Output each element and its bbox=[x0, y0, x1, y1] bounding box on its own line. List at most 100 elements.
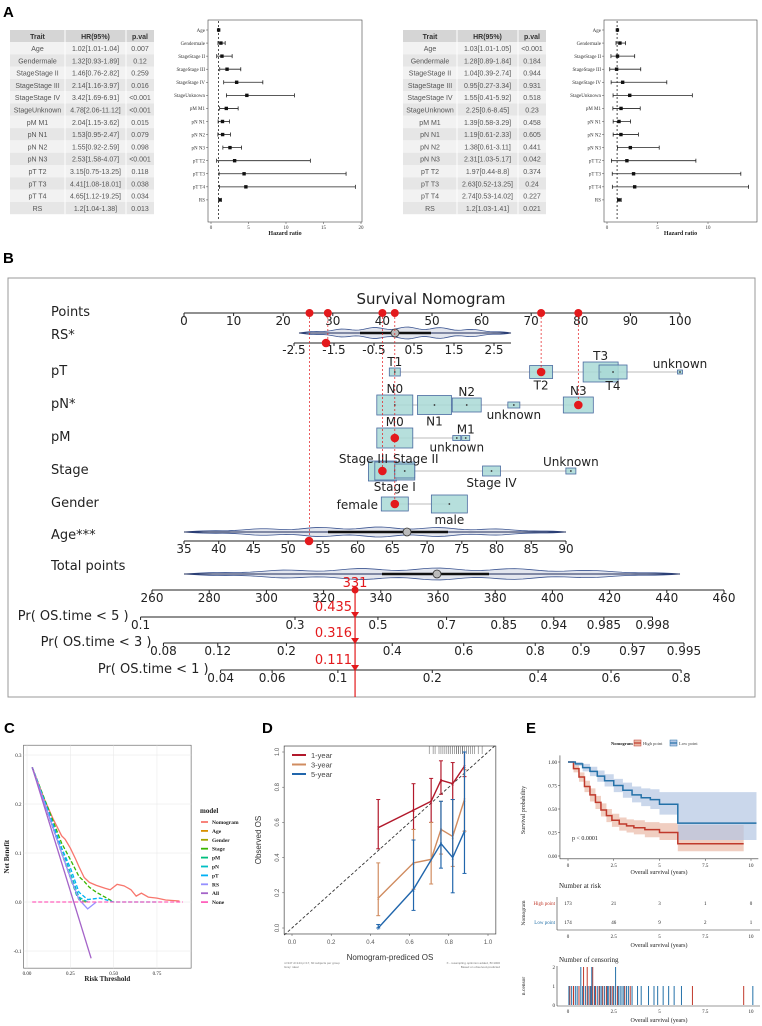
y-tick-label: RS bbox=[199, 199, 205, 204]
table-row: Age 1.03[1.01-1.05] <0.001 bbox=[403, 42, 546, 55]
violin-median bbox=[402, 527, 412, 537]
pr5-tick-label: 0.5 bbox=[368, 618, 387, 632]
legend-title: Nomogram bbox=[611, 741, 633, 746]
x-tick-label: 0.8 bbox=[445, 940, 454, 946]
y-tick-label: 0.2 bbox=[275, 888, 281, 897]
x-tick-label: 0.6 bbox=[405, 940, 414, 946]
prediction-arrow bbox=[351, 665, 360, 671]
table-row-bg bbox=[403, 78, 546, 92]
x-tick-label: 2.5 bbox=[611, 1010, 618, 1015]
table-row-bg bbox=[403, 66, 546, 79]
table-row: pN N3 2.53[1.58-4.07] <0.001 bbox=[10, 152, 154, 165]
y-tick-label: 0.6 bbox=[275, 818, 281, 827]
footnote: n=347 d=144 p=17, 60 subjects per group bbox=[284, 961, 340, 965]
x-tick-label: 0.50 bbox=[109, 972, 118, 977]
table-row: RS 1.2[1.04-1.38] 0.013 bbox=[10, 201, 154, 215]
x-tick-label: 1.0 bbox=[484, 940, 493, 946]
table-row: StageStage IV 1.55[0.41-5.92] 0.518 bbox=[403, 91, 546, 104]
level-label: M1 bbox=[457, 423, 475, 437]
y-tick-label: pT T3 bbox=[193, 173, 206, 178]
table-header bbox=[403, 30, 546, 42]
level-label: T3 bbox=[592, 349, 608, 363]
level-marker bbox=[433, 404, 436, 406]
predicted-pr5: 0.435 bbox=[315, 600, 352, 615]
selected-points-marker bbox=[323, 309, 332, 317]
y-tick-label: 0.1 bbox=[15, 852, 22, 857]
level-marker bbox=[465, 404, 468, 406]
hr-point bbox=[628, 145, 633, 150]
hr-point bbox=[216, 28, 221, 32]
table-row-bg bbox=[403, 140, 546, 153]
table-cell: <0.001 bbox=[129, 95, 151, 102]
age-tick-label: 90 bbox=[558, 542, 573, 556]
table-cell: 0.24 bbox=[525, 181, 539, 188]
table-cell: 1.02[1.01-1.04] bbox=[72, 46, 119, 53]
x-tick-label: 7.5 bbox=[702, 935, 709, 940]
row-label-rs: RS* bbox=[51, 328, 75, 343]
legend-label: 3-year bbox=[311, 761, 333, 770]
pr3-tick-label: 0.8 bbox=[526, 644, 545, 658]
table-cell: <0.001 bbox=[129, 157, 151, 164]
nomogram: Survival Nomogram Points RS* pT pN* pM Stage Ge… bbox=[7, 277, 756, 698]
row-label-pt: pT bbox=[51, 364, 67, 379]
table-row-bg bbox=[403, 177, 546, 190]
table-row: pM M1 2.04[1.15-3.62] 0.015 bbox=[10, 115, 154, 129]
table-row-bg bbox=[10, 177, 154, 190]
confidence-band bbox=[568, 762, 757, 841]
table-row-bg bbox=[403, 54, 546, 67]
calibration-series: x x x x x bbox=[376, 751, 467, 932]
calibration-line bbox=[377, 799, 466, 899]
y-tick-label: 1.0 bbox=[275, 747, 281, 756]
risk-table-ylabel: Nomogram bbox=[521, 900, 527, 926]
calibration-point: x bbox=[440, 778, 443, 784]
table-cell: 2.14[1.16-3.97] bbox=[72, 83, 119, 90]
table-cell: 0.034 bbox=[131, 194, 149, 201]
level-label: Stage III bbox=[339, 452, 388, 466]
censoring-title: Number of censoring bbox=[559, 956, 619, 964]
table-row-bg bbox=[403, 103, 546, 116]
y-tick-label: 0.0 bbox=[275, 923, 281, 932]
table-cell: 0.227 bbox=[523, 194, 541, 201]
pr5-tick-label: 0.3 bbox=[285, 618, 304, 632]
y-axis-label: Net Benefit bbox=[3, 839, 11, 873]
x-tick-label: 0.75 bbox=[153, 972, 162, 977]
dca-chart: 0.00 0.25 0.50 0.75 -0.1 0.0 0.1 0.2 0.3 Risk Thr… bbox=[3, 744, 239, 983]
x-tick-label: 10 bbox=[749, 935, 755, 940]
points-tick-label: 80 bbox=[573, 314, 588, 328]
x-tick-label: 5 bbox=[658, 1010, 661, 1015]
total-tick-label: 400 bbox=[541, 591, 564, 605]
table-cell: 0.931 bbox=[523, 83, 541, 90]
row-label-total: Total points bbox=[50, 559, 126, 574]
table-cell: 2.31[1.03-5.17] bbox=[464, 157, 511, 164]
table-row-bg bbox=[10, 152, 154, 165]
panel-label-b: B bbox=[3, 250, 14, 267]
y-tick-label: Gendermale bbox=[577, 42, 602, 47]
level-marker bbox=[490, 470, 493, 472]
y-tick-label: 0.50 bbox=[548, 808, 557, 813]
age-tick-label: 80 bbox=[489, 542, 504, 556]
table-row-bg bbox=[10, 165, 154, 178]
hr-point bbox=[619, 132, 623, 137]
table-cell: 1.04[0.39-2.74] bbox=[464, 71, 511, 78]
y-axis-label: Survival probability bbox=[521, 786, 527, 834]
points-tick-label: 20 bbox=[276, 314, 291, 328]
calibration-point: x bbox=[463, 829, 466, 835]
table-cell: 1.53[0.95-2.47] bbox=[72, 132, 119, 139]
hr-point bbox=[617, 119, 621, 124]
hr-point bbox=[625, 159, 629, 163]
table-cell: pN N3 bbox=[28, 157, 48, 164]
pr5-tick-label: 0.94 bbox=[540, 618, 567, 632]
hr-table-right: Trait HR(95%) p.val Age 1.03[1.01-1.05] <0.00… bbox=[403, 30, 546, 215]
points-tick-label: 50 bbox=[424, 314, 439, 328]
hr-point bbox=[244, 185, 248, 189]
panel-label-a: A bbox=[3, 4, 14, 21]
selected-value-marker bbox=[536, 367, 546, 377]
nomogram-frame bbox=[7, 277, 756, 698]
table-cell: 2.04[1.15-3.62] bbox=[72, 120, 119, 127]
points-tick-label: 100 bbox=[669, 314, 692, 328]
points-tick-label: 0 bbox=[180, 314, 188, 328]
hr-point bbox=[228, 145, 232, 150]
table-row: pN N3 2.31[1.03-5.17] 0.042 bbox=[403, 152, 546, 165]
level-label: N1 bbox=[426, 415, 443, 429]
